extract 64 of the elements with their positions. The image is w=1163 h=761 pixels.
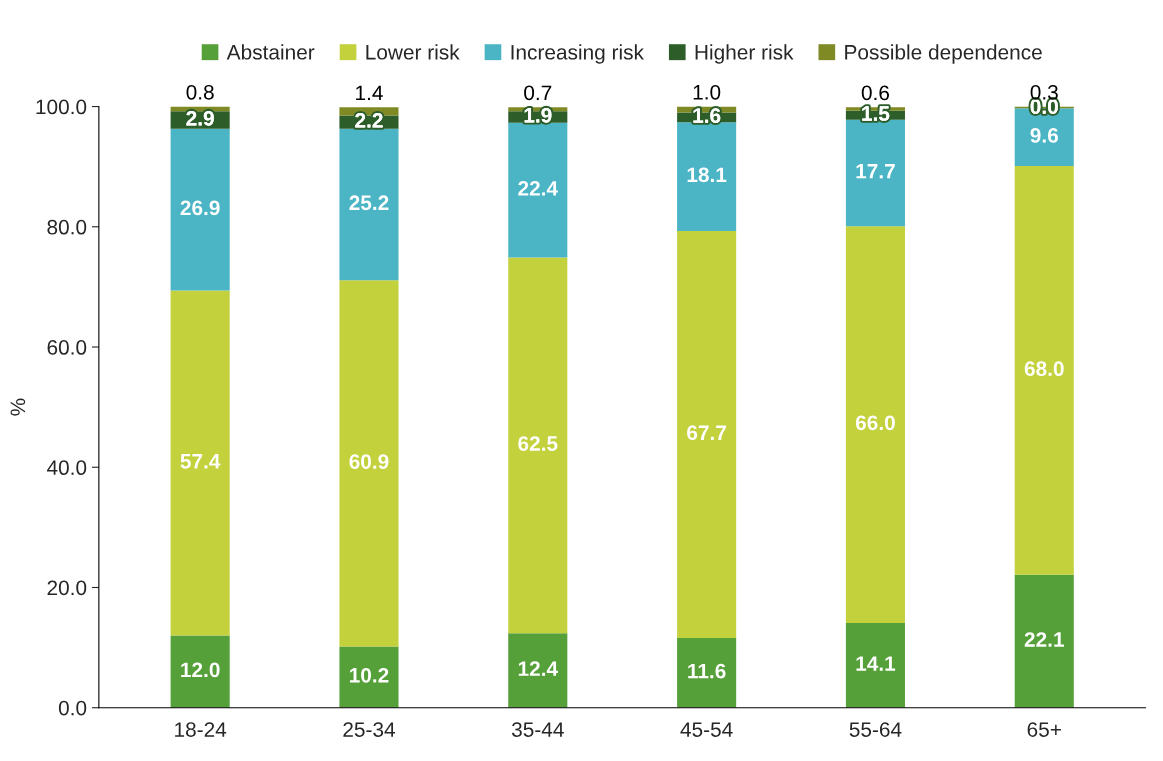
data-label: 2.2 [355,113,383,128]
data-label: 68.0 [1024,361,1064,377]
x-tick-label: 18-24 [175,722,227,737]
data-label: 0.6 [861,85,889,101]
data-label: 0.3 [1030,84,1058,100]
data-label: 11.6 [688,663,726,679]
bar [339,646,399,708]
data-label: 57.4 [180,454,221,469]
bar [508,257,568,634]
bar [170,128,230,291]
bar [845,119,905,227]
data-label: 10.2 [350,667,389,683]
legend-label: Possible dependence [845,44,1042,64]
x-tick-label: 35-44 [511,722,564,737]
bar [508,122,568,258]
data-label: 0.7 [524,85,552,101]
y-tick-label: 20.0 [47,580,87,596]
bar [508,633,568,708]
legend-label: Lower risk [366,44,460,60]
legend-label: Increasing risk [511,44,644,64]
y-axis-title: % [10,398,26,416]
bar [1014,166,1074,575]
bar [339,280,399,647]
data-label: 1.6 [693,108,721,123]
data-label: 1.5 [862,106,890,121]
data-label: 25.2 [349,195,389,211]
data-label: 1.4 [356,85,383,101]
bar [170,290,230,636]
data-label: 0.8 [186,84,214,100]
data-label: 22.1 [1024,632,1064,647]
data-label: 1.0 [693,84,721,100]
bar [845,226,905,623]
bar [677,122,737,231]
y-tick-label: 80.0 [47,219,87,235]
bar [677,230,737,638]
data-label: 66.0 [855,415,895,431]
data-label: 1.9 [524,107,552,123]
data-label: 17.7 [856,164,895,179]
data-label: 67.7 [687,425,726,441]
data-label: 14.1 [856,656,896,671]
x-tick-label: 65+ [1027,722,1061,737]
legend-label: Higher risk [695,44,794,64]
y-tick-label: 0.0 [58,700,87,716]
bar [677,637,737,708]
y-tick-label: 60.0 [47,340,87,355]
bar [1014,574,1074,708]
data-label: 22.4 [518,180,558,196]
legend-label: Abstainer [226,44,315,60]
y-tick-label: 100.0 [36,99,87,115]
bar [170,635,230,708]
data-label: 2.9 [186,110,214,126]
data-label: 60.9 [349,454,389,469]
bar [845,622,905,708]
data-label: 12.4 [518,661,558,676]
bar [339,128,399,281]
x-tick-label: 25-34 [343,722,396,737]
y-tick-label: 40.0 [46,460,87,476]
data-label: 18.1 [687,167,727,183]
data-label: 62.5 [518,436,558,451]
x-tick-label: 45-54 [680,722,733,737]
data-label: 26.9 [180,200,220,216]
data-label: 9.6 [1030,128,1058,143]
x-tick-label: 55-64 [849,722,902,737]
data-label: 12.0 [181,662,220,678]
